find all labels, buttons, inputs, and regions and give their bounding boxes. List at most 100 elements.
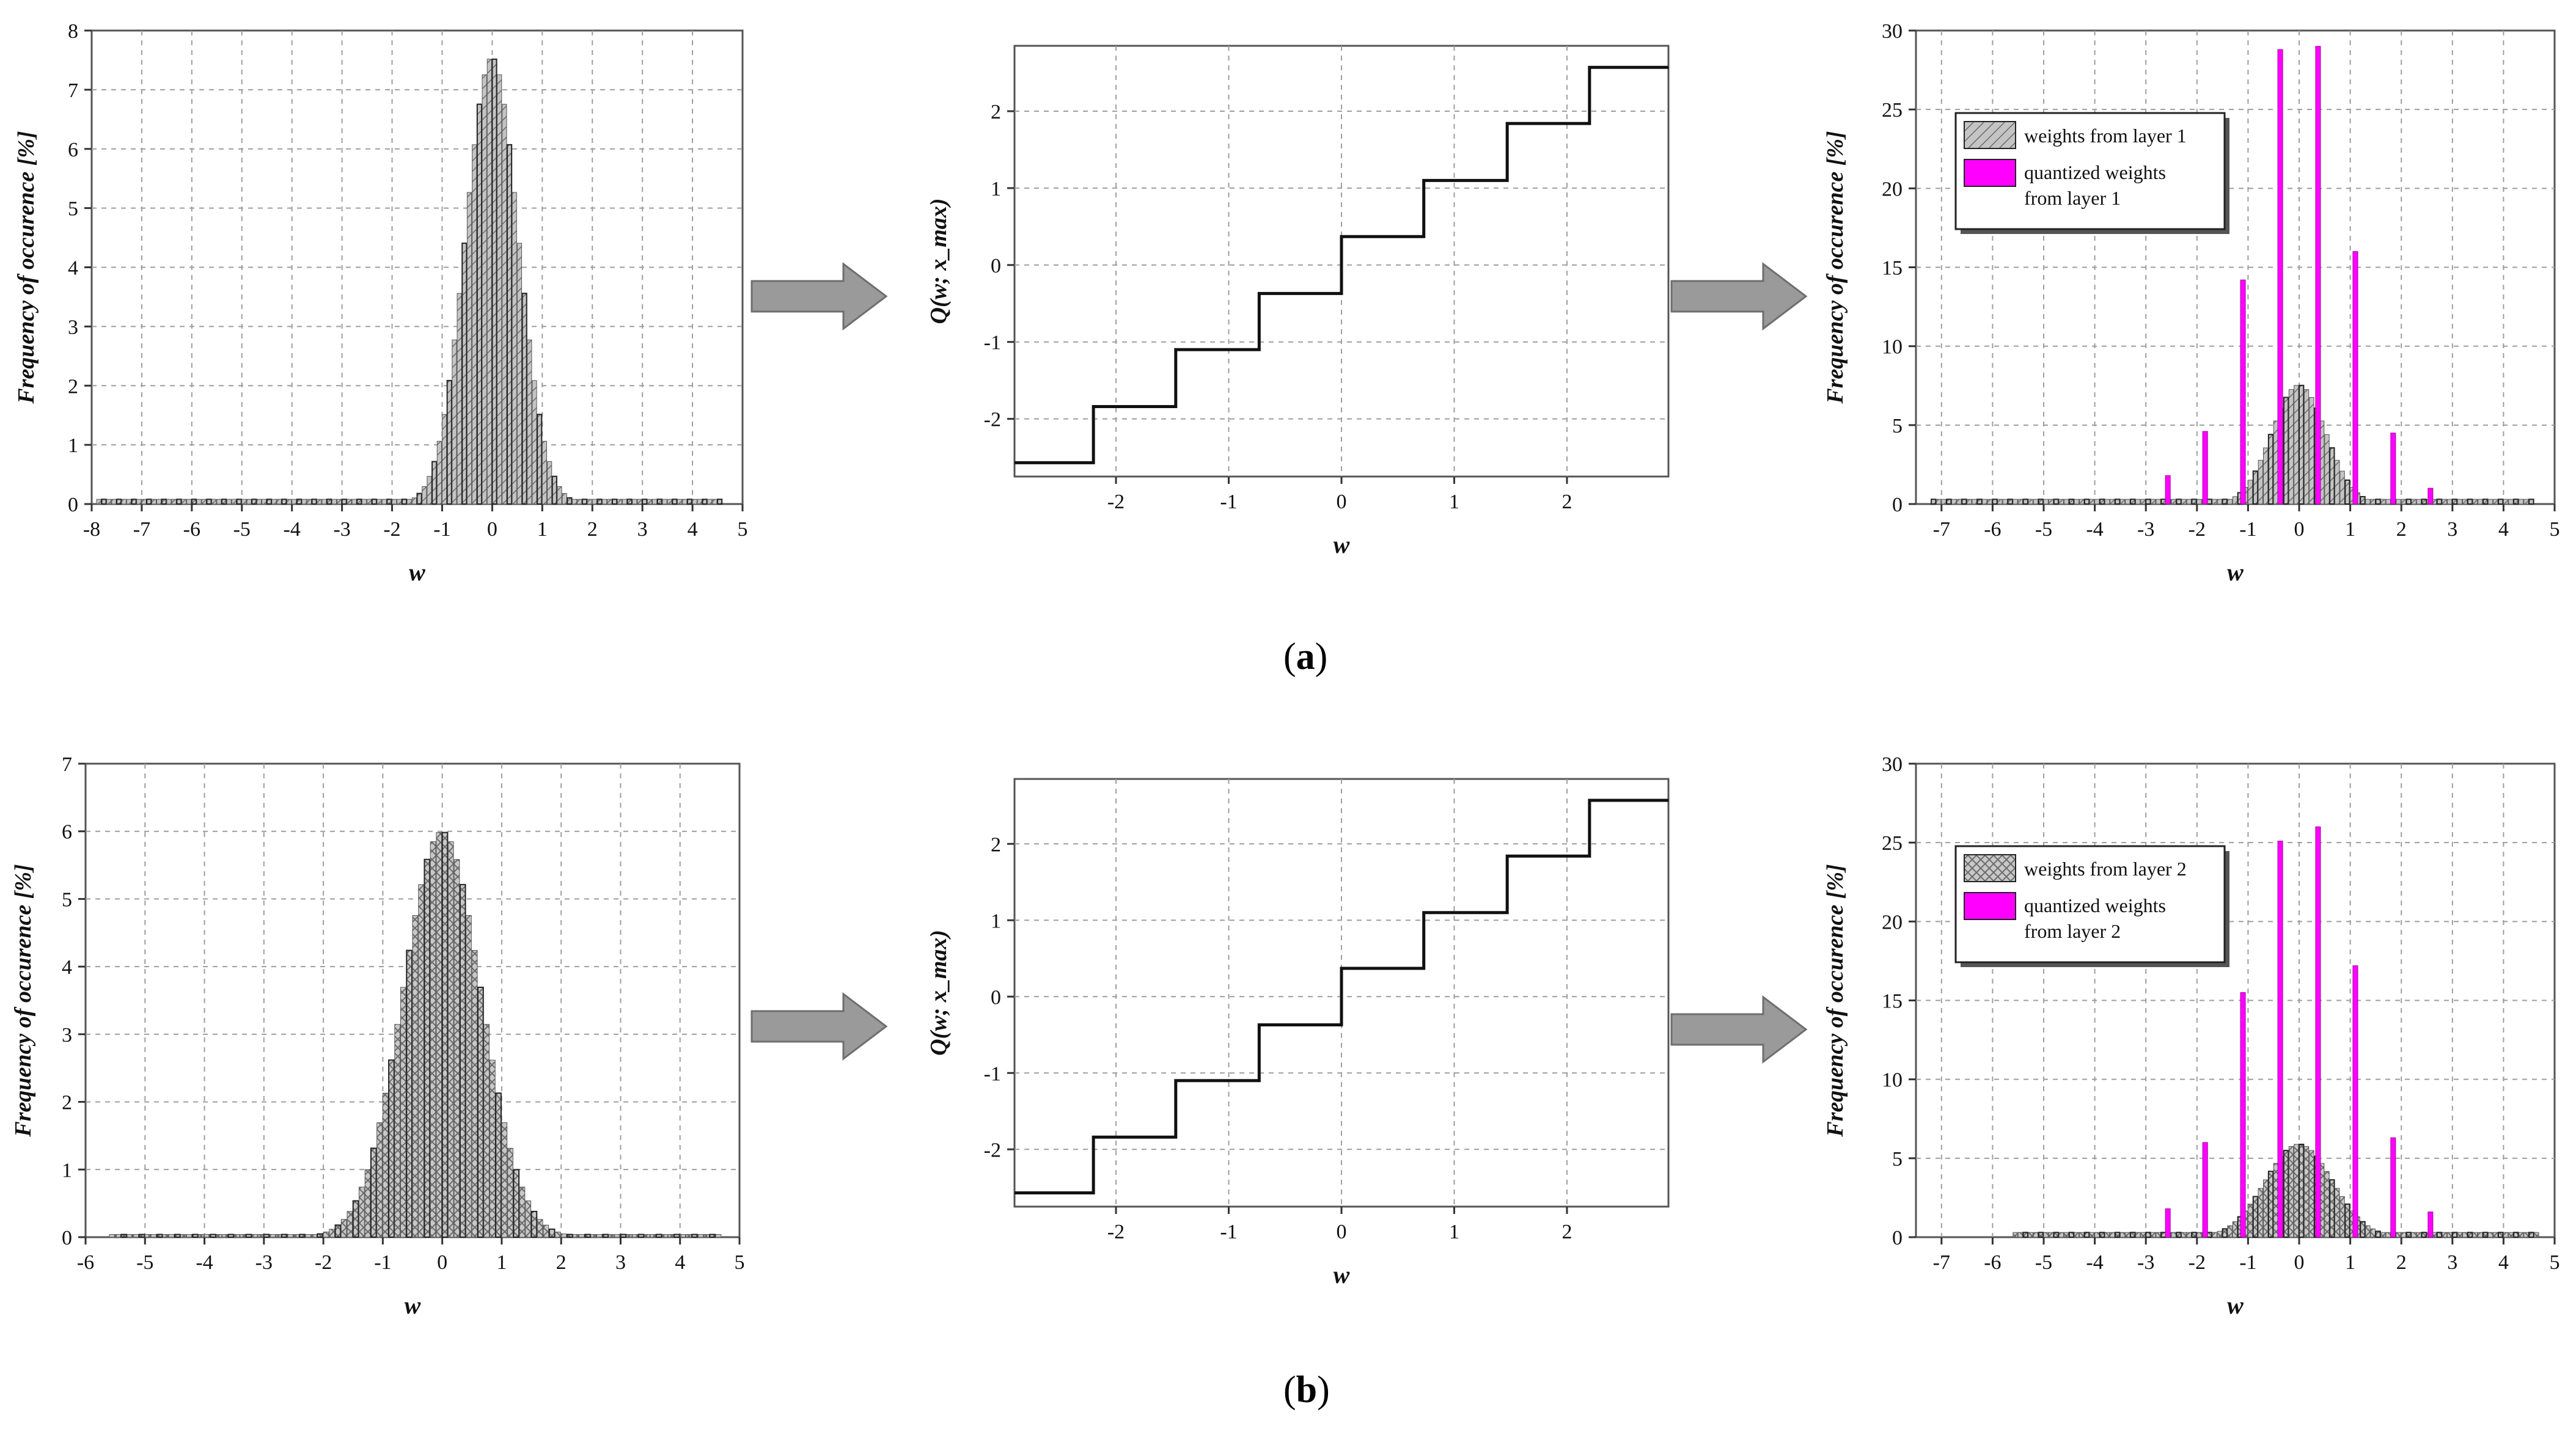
hist-bar xyxy=(543,1224,549,1238)
hist-bar xyxy=(240,1234,246,1238)
x-tick-label: 0 xyxy=(487,518,497,541)
y-tick-label: 1 xyxy=(62,1159,72,1182)
hist-bar xyxy=(96,499,101,505)
hist-bar xyxy=(2370,499,2376,505)
arrow-b1 xyxy=(750,992,888,1061)
hist-bar xyxy=(2487,499,2493,505)
hist-bar xyxy=(2140,1232,2146,1238)
hist-bar xyxy=(2451,499,2458,505)
hist-bar xyxy=(541,440,547,505)
hist-bar xyxy=(709,1233,716,1238)
hist-bar xyxy=(662,499,667,505)
hist-bar xyxy=(2176,499,2182,505)
chart-b3: -7 -6 -5 -4 -3 -2 -1 0 1 2 3 4 5 0 5 10 15 20 25 30 weights … xyxy=(1822,753,2560,1319)
y-tick-label: 30 xyxy=(1882,20,1903,43)
hist-bar xyxy=(447,841,454,1238)
x-tick-label: 5 xyxy=(2550,1251,2560,1274)
chart-b1: -6 -5 -4 -3 -2 -1 0 1 2 3 4 5 0 1 2 3 4 5 6 7 w Frequency of … xyxy=(10,753,745,1319)
hist-bar xyxy=(406,949,413,1238)
hist-bar xyxy=(416,492,422,505)
hist-bar xyxy=(161,499,167,505)
hist-bar xyxy=(2309,397,2314,505)
x-tick-label: 1 xyxy=(1449,1221,1459,1243)
hist-bar xyxy=(418,884,424,1238)
hist-bar xyxy=(453,859,460,1238)
hist-bar xyxy=(1967,499,1972,505)
hist-bar xyxy=(236,499,242,505)
hist-bar xyxy=(2411,1232,2416,1238)
hist-bar xyxy=(685,1234,692,1238)
hist-bar xyxy=(2135,499,2141,505)
y-tick-label: 1 xyxy=(991,910,1001,932)
hist-bar xyxy=(2462,499,2468,505)
hist-bar xyxy=(2196,1232,2202,1238)
quantizer-step-line xyxy=(1015,65,1668,464)
hist-bar xyxy=(548,1228,556,1238)
hist-bar xyxy=(2083,1232,2090,1238)
hist-bar xyxy=(712,499,717,505)
hist-bar xyxy=(2043,499,2049,505)
hist-bar xyxy=(2232,1221,2238,1238)
hist-bar xyxy=(347,1211,353,1238)
hist-bar xyxy=(144,1234,151,1238)
hist-bar xyxy=(424,858,431,1238)
x-tick-label: -1 xyxy=(433,518,450,541)
hist-bar xyxy=(673,1233,680,1238)
hist-bar xyxy=(495,1092,502,1238)
x-tick-label: -5 xyxy=(233,518,251,541)
hist-bar xyxy=(521,293,527,505)
hist-bar xyxy=(2360,1221,2366,1238)
hist-bar xyxy=(2267,1171,2274,1238)
hist-bar xyxy=(2442,1232,2447,1238)
x-tick-label: 4 xyxy=(2498,1251,2509,1274)
hist-bar xyxy=(686,499,693,505)
hist-bar xyxy=(446,379,452,505)
hist-bar xyxy=(2309,1150,2314,1238)
hist-bar xyxy=(2482,1232,2489,1238)
hist-bar xyxy=(637,1233,645,1238)
hist-bar xyxy=(2523,499,2529,505)
hist-bar xyxy=(370,1147,377,1238)
hist-bar xyxy=(2156,1232,2161,1238)
y-tick-label: 0 xyxy=(991,986,1001,1009)
x-tick-label: -1 xyxy=(1220,491,1237,513)
hist-bar xyxy=(311,499,317,505)
hist-bar xyxy=(2365,499,2371,505)
quantized-bar xyxy=(2240,992,2246,1238)
hist-bar xyxy=(281,1233,288,1238)
hist-bar xyxy=(491,58,497,505)
hist-bar xyxy=(231,499,237,505)
x-tick-label: 3 xyxy=(615,1251,626,1274)
hist-bar xyxy=(241,499,247,505)
hist-bar xyxy=(2160,499,2167,505)
legend-label-weights: weights from layer 2 xyxy=(2024,858,2187,880)
hist-bar xyxy=(602,1233,609,1238)
hist-bar xyxy=(257,1234,264,1238)
hist-bar xyxy=(2053,499,2060,505)
hist-bar xyxy=(246,499,252,505)
hist-bar xyxy=(2262,1179,2269,1238)
hist-bar xyxy=(334,1224,342,1238)
quantized-bar xyxy=(2390,1137,2396,1238)
y-axis-label: Q(w; x_max) xyxy=(926,930,952,1056)
y-tick-label: 3 xyxy=(68,316,78,338)
hist-bar xyxy=(2493,1232,2498,1238)
hist-bar xyxy=(141,499,147,505)
x-tick-label: -3 xyxy=(333,518,350,541)
y-tick-label: 25 xyxy=(1882,832,1903,855)
hist-bar xyxy=(1976,499,1983,505)
hist-bar xyxy=(2523,1232,2529,1238)
hist-bar xyxy=(2324,434,2330,505)
arrow-b2 xyxy=(1670,995,1808,1064)
x-tick-label: -1 xyxy=(374,1251,391,1274)
legend-label-quantized: quantized weights xyxy=(2024,894,2166,916)
y-tick-label: -1 xyxy=(984,332,1001,354)
hist-bar xyxy=(2498,499,2504,505)
x-tick-label: 3 xyxy=(637,518,648,541)
hist-bar xyxy=(2212,1232,2217,1238)
x-tick-label: 1 xyxy=(2345,1251,2355,1274)
hist-bar xyxy=(2247,480,2253,505)
hist-bar xyxy=(2339,470,2345,505)
hist-bar xyxy=(519,1186,526,1238)
